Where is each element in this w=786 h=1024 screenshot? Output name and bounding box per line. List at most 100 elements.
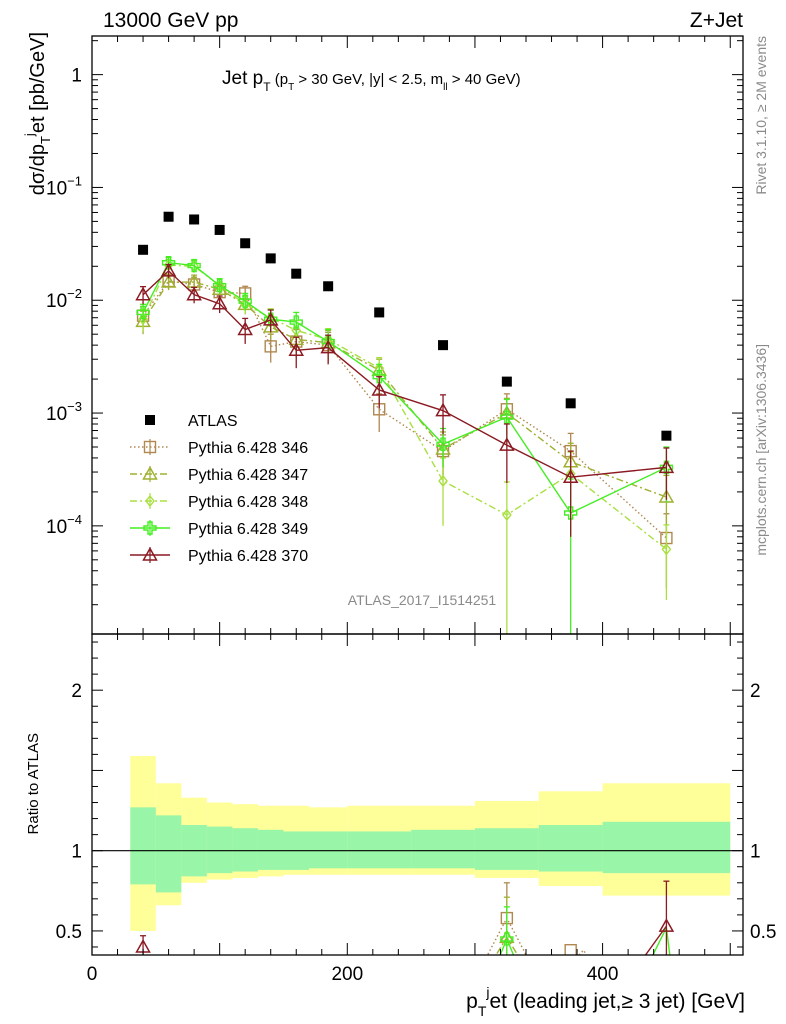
green-band-bin [347,831,412,869]
bottom-frame [91,633,744,956]
legend-marker [145,415,155,425]
data-point [321,334,335,349]
frames [91,35,744,956]
series-line [142,281,667,498]
ratio-pythia-6.428-348 [488,963,526,979]
green-band-bin [130,807,156,885]
series-atlas [138,211,672,441]
data-point [186,286,202,301]
top-frame [91,35,744,635]
y-axis-label-bottom: Ratio to ATLAS [25,733,42,834]
data-point [372,370,386,384]
data-point [563,506,578,520]
legend: ATLAS Pythia 6.428 346 Pythia 6.428 347 Pyt… [130,413,308,565]
ratio-point [658,918,675,932]
bottom-y-tick-label-right: 1 [750,842,761,863]
green-band-bin [602,821,731,874]
data-point [163,211,174,222]
top-series [135,211,675,634]
data-point [658,459,675,474]
legend-item: ATLAS [145,413,238,430]
data-point [238,294,252,308]
data-point [374,307,385,318]
series-pythia-6.428-370 [135,262,675,537]
header-process: Z+Jet [690,9,743,32]
top-y-tick-label: 1 [71,66,82,87]
top-y-tick-label: 10−2 [46,286,82,312]
legend-item: Pythia 6.428 349 [130,520,308,538]
data-point [438,474,448,488]
data-point [562,469,579,483]
data-point [214,224,225,235]
data-point [323,281,334,292]
data-point [500,410,514,424]
green-band-bin [257,829,284,870]
legend-marker [145,494,155,508]
legend-marker [143,440,157,454]
ratio-pythia-6.428-346 [486,882,588,955]
green-band-bin [411,829,475,869]
bottom-y-tick-label-left: 0.5 [56,922,82,943]
bottom-panel [92,755,743,931]
legend-item: Pythia 6.428 347 [130,465,308,484]
legend-label: Pythia 6.428 347 [188,467,308,484]
data-point [189,214,200,225]
data-point [435,402,451,417]
top-y-tick-label: 10−1 [46,173,82,199]
x-axis-label: pTjet (leading jet,≥ 3 jet) [GeV] [466,984,745,1019]
ratio-point [564,943,577,955]
series-pythia-6.428-346 [136,273,673,589]
legend-label: Pythia 6.428 346 [188,440,308,457]
ratio-series [135,880,675,979]
data-point [264,340,277,353]
bottom-y-tick-label-right: 0.5 [750,922,776,943]
data-point [160,274,177,288]
source-label: mcplots.cern.ch [arXiv:1306.3436] [753,344,769,556]
top-y-tick-label: 10−3 [46,399,82,425]
legend-item: Pythia 6.428 346 [130,439,308,457]
green-band-bin [155,815,182,893]
data-point [320,339,336,354]
data-point [237,321,253,336]
bottom-y-tick-label-left: 2 [71,681,82,702]
plot-title: Jet pT (pT > 30 GeV, |y| < 2.5, mll > 40… [222,68,521,94]
legend-label: ATLAS [188,413,238,430]
data-point [211,295,228,310]
top-y-tick-label: 10−4 [46,512,82,538]
data-point [565,398,576,409]
green-band-bin [232,828,258,872]
data-point [136,305,150,320]
header-energy: 13000 GeV pp [103,9,238,32]
data-point [499,437,515,451]
bottom-y-tick-label-right: 2 [750,681,761,702]
data-point [661,543,672,556]
green-band-bin [538,825,603,872]
ratio-line [644,925,667,955]
x-tick-label: 400 [587,964,619,985]
data-point [501,508,512,522]
y-axis-label-top: dσ/dpTjet [pb/GeV] [22,32,53,195]
legend-item: Pythia 6.428 348 [130,493,308,511]
legend-marker [143,521,157,535]
data-point [262,311,279,326]
ratio-point [500,932,514,946]
legend-marker [142,465,158,480]
data-point [240,238,251,249]
data-point [265,253,276,264]
data-point [291,268,302,279]
data-point [289,315,303,329]
ratio-pythia-6.428-349 [499,906,671,955]
green-band-bin [474,828,539,870]
legend-label: Pythia 6.428 370 [188,548,308,565]
x-tick-label: 200 [331,964,363,985]
data-point [371,382,387,396]
green-band-bin [206,826,233,874]
ratio-bands [130,755,731,931]
data-point [436,437,450,451]
data-point [438,340,449,351]
data-point [661,430,672,441]
data-point [135,286,151,301]
axes-ticks: 110−110−210−310−42 21 10.5 0.50 200 400 [46,36,776,985]
